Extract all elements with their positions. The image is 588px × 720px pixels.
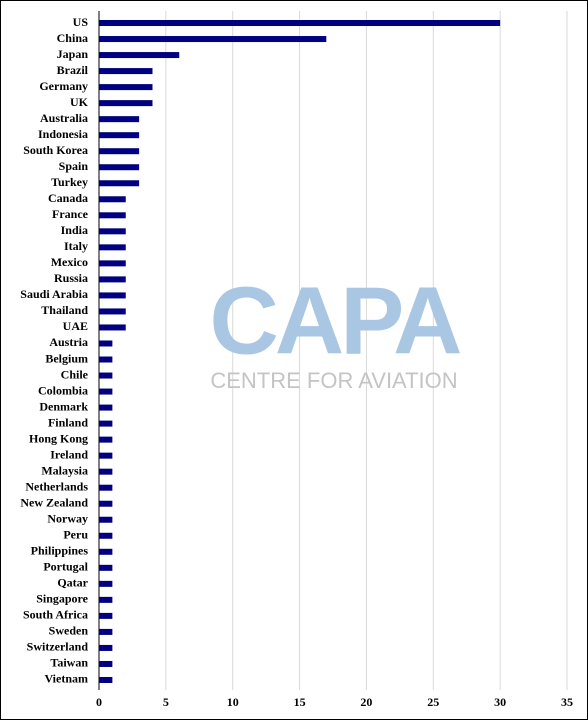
bar (99, 452, 113, 459)
bar (99, 20, 501, 27)
y-tick-label: UAE (63, 319, 88, 333)
y-tick-label: Belgium (45, 351, 88, 365)
y-tick-label: Switzerland (27, 640, 89, 654)
bar (99, 228, 126, 235)
x-tick-label: 20 (360, 695, 372, 709)
bar (99, 500, 113, 507)
bar (99, 436, 113, 443)
x-tick-label: 30 (494, 695, 506, 709)
y-tick-label: Malaysia (41, 463, 88, 477)
y-tick-label: Germany (39, 79, 88, 93)
y-tick-label: UK (70, 95, 89, 109)
y-tick-label: Netherlands (25, 479, 88, 493)
y-tick-label: Brazil (57, 63, 89, 77)
bar (99, 36, 327, 43)
x-tick-label: 10 (227, 695, 239, 709)
bar (99, 244, 126, 251)
x-tick-label: 5 (163, 695, 169, 709)
y-tick-label: Singapore (36, 592, 88, 606)
bar (99, 212, 126, 219)
bar (99, 468, 113, 475)
bar (99, 292, 126, 299)
bar (99, 532, 113, 539)
bar (99, 612, 113, 619)
y-tick-label: Spain (59, 159, 89, 173)
y-tick-label: France (52, 207, 89, 221)
y-tick-label: India (61, 223, 88, 237)
y-tick-label: Thailand (41, 303, 88, 317)
bar (99, 84, 153, 91)
bar (99, 180, 140, 187)
bar (99, 132, 140, 139)
bar (99, 564, 113, 571)
y-tick-label: Philippines (31, 544, 89, 558)
bar (99, 148, 140, 155)
y-tick-label: Colombia (38, 383, 88, 397)
y-tick-label: US (73, 15, 89, 29)
bar (99, 548, 113, 555)
bar (99, 628, 113, 635)
y-tick-label: Italy (64, 239, 88, 253)
bar (99, 116, 140, 123)
bar (99, 484, 113, 491)
bar (99, 580, 113, 587)
bar (99, 356, 113, 363)
bar (99, 260, 126, 267)
y-tick-label: China (57, 31, 88, 45)
y-tick-label: Mexico (51, 255, 88, 269)
bar (99, 340, 113, 347)
bar (99, 388, 113, 395)
bar (99, 68, 153, 75)
y-tick-label: Qatar (57, 576, 88, 590)
y-tick-label: Hong Kong (29, 431, 88, 445)
x-tick-label: 15 (294, 695, 306, 709)
bar (99, 516, 113, 523)
y-tick-label: Denmark (39, 399, 88, 413)
bar (99, 372, 113, 379)
y-tick-label: Austria (49, 335, 88, 349)
bar (99, 420, 113, 427)
bar (99, 404, 113, 411)
y-tick-label: New Zealand (20, 495, 88, 509)
y-tick-label: Indonesia (38, 127, 88, 141)
y-tick-label: Saudi Arabia (20, 287, 88, 301)
y-tick-label: Peru (63, 528, 88, 542)
watermark-text: CENTRE FOR AVIATION (210, 368, 457, 393)
y-tick-label: Japan (57, 47, 89, 61)
bar (99, 308, 126, 315)
y-tick-label: Taiwan (50, 656, 88, 670)
y-tick-label: South Africa (23, 608, 88, 622)
x-tick-label: 0 (96, 695, 102, 709)
y-tick-label: Portugal (43, 560, 88, 574)
bar (99, 196, 126, 203)
bar (99, 660, 113, 667)
x-tick-label: 25 (427, 695, 439, 709)
bar (99, 596, 113, 603)
bar (99, 644, 113, 651)
bar (99, 100, 153, 107)
y-tick-label: Vietnam (44, 672, 88, 686)
bar (99, 324, 126, 331)
y-tick-label: Sweden (49, 624, 89, 638)
x-tick-label: 35 (561, 695, 573, 709)
bar (99, 276, 126, 283)
bar (99, 52, 180, 59)
y-tick-label: Turkey (51, 175, 88, 189)
y-tick-label: Finland (48, 415, 88, 429)
y-tick-label: Russia (54, 271, 88, 285)
y-tick-label: South Korea (23, 143, 88, 157)
y-tick-label: Canada (48, 191, 88, 205)
bar (99, 676, 113, 683)
watermark-logo: CAPA (210, 267, 461, 374)
y-tick-label: Chile (61, 367, 89, 381)
y-tick-label: Norway (47, 512, 88, 526)
bar (99, 164, 140, 171)
y-tick-label: Ireland (50, 447, 88, 461)
y-tick-label: Australia (40, 111, 88, 125)
